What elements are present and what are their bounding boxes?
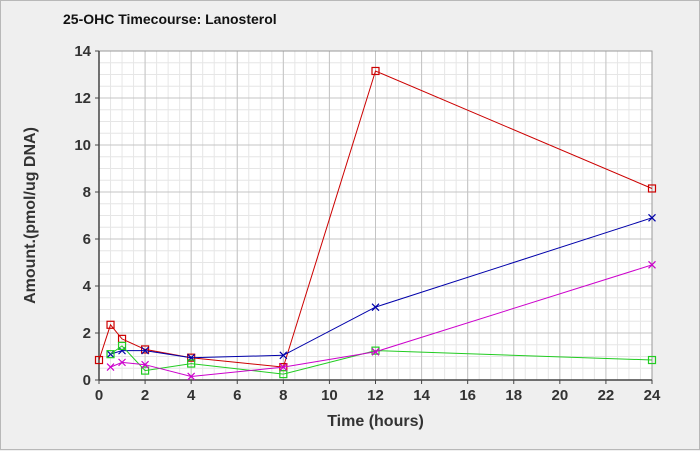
x-tick-label: 12 [367, 387, 384, 404]
x-tick-label: 2 [141, 387, 149, 404]
series-2 [106, 341, 657, 379]
data-point [648, 213, 656, 222]
y-tick-label: 12 [74, 90, 91, 107]
x-tick-label: 6 [233, 387, 241, 404]
data-point [371, 66, 380, 76]
series-3 [106, 260, 656, 381]
data-point [187, 359, 196, 368]
x-tick-label: 20 [551, 387, 568, 404]
x-tick-label: 0 [95, 387, 103, 404]
data-point [106, 363, 115, 371]
data-point [117, 341, 127, 351]
series-line [110, 345, 653, 375]
data-point [187, 372, 196, 381]
y-tick-label: 14 [74, 43, 91, 60]
data-point [141, 346, 150, 355]
data-point [371, 303, 380, 312]
data-point [371, 347, 380, 356]
x-tick-label: 22 [598, 387, 615, 404]
data-point [106, 350, 115, 359]
x-tick-label: 4 [187, 387, 196, 404]
data-point [648, 260, 656, 269]
data-point [141, 360, 150, 369]
x-tick-label: 14 [413, 387, 430, 404]
x-tick-label: 16 [459, 387, 476, 404]
series-0 [94, 66, 657, 372]
data-point [140, 345, 150, 354]
y-tick-label: 4 [83, 278, 92, 295]
y-tick-label: 0 [83, 372, 91, 389]
x-tick-label: 10 [321, 387, 338, 404]
data-point [94, 355, 104, 365]
x-tick-label: 18 [505, 387, 522, 404]
y-tick-label: 10 [74, 137, 91, 154]
y-tick-label: 6 [83, 231, 91, 248]
chart-title: 25-OHC Timecourse: Lanosterol [63, 11, 277, 27]
data-point [118, 358, 126, 367]
data-point [279, 351, 288, 360]
y-axis-label: Amount.(pmol/ug DNA) [22, 127, 39, 304]
data-point [279, 363, 288, 371]
x-axis-label: Time (hours) [327, 413, 424, 430]
x-tick-label: 8 [279, 387, 287, 404]
data-point [106, 320, 115, 329]
data-point [647, 355, 657, 365]
data-point [647, 184, 657, 193]
y-tick-label: 8 [83, 184, 91, 201]
series-line [98, 70, 653, 368]
y-tick-label: 2 [83, 325, 91, 342]
x-tick-label: 24 [644, 387, 661, 404]
data-point [279, 370, 288, 379]
data-point [140, 366, 150, 375]
